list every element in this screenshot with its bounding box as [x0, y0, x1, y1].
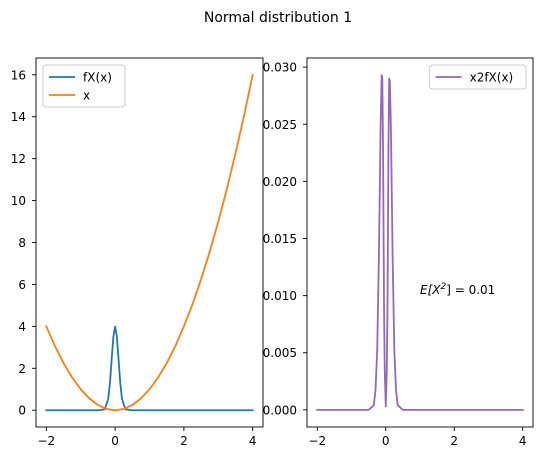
y-tick-label: 2: [18, 362, 26, 376]
x-tick-label: 0: [111, 434, 119, 448]
legend-label: x2fX(x): [470, 71, 514, 85]
expectation-annotation: E[X2] = 0.01: [420, 282, 495, 297]
x-tick-label: 2: [450, 434, 458, 448]
y-tick-label: 12: [11, 152, 26, 166]
y-tick-label: 8: [18, 236, 26, 250]
series-line-1-2: [45, 73, 254, 412]
x-tick-label: −2: [308, 434, 326, 448]
y-tick-label: 0.025: [263, 118, 297, 132]
y-tick-label: 14: [11, 110, 26, 124]
legend-label: fX(x): [83, 71, 112, 85]
left-axes: −2 0 2 4 0 2 4 6 8 10 12 14 16 fX(x) x: [11, 57, 264, 448]
axes-frame-2: [306, 57, 534, 428]
y-tick-label: 0.020: [263, 175, 297, 189]
y-tick-label: 16: [11, 68, 26, 82]
y-tick-label: 0: [18, 404, 26, 418]
x-tick-label: 4: [249, 434, 257, 448]
legend-box-2: [429, 64, 527, 90]
figure-title: Normal distribution 1: [204, 10, 352, 26]
x-tick-label: −2: [37, 434, 55, 448]
series-line-2-1: [316, 74, 524, 411]
legend-box-1: [42, 64, 126, 108]
series-line-1-1: [45, 325, 254, 412]
y-tick-label: 0.030: [263, 61, 297, 75]
y-tick-label: 0.000: [263, 403, 297, 417]
x-tick-label: 0: [382, 434, 390, 448]
x-tick-label: 4: [519, 434, 527, 448]
legend-label: x: [83, 89, 90, 103]
y-tick-label: 6: [18, 278, 26, 292]
x-tick-label: 2: [180, 434, 188, 448]
y-tick-label: 0.015: [263, 232, 297, 246]
right-axes: −2 0 2 4 0.000 0.005 0.010 0.015 0.020 0.025 0.030…: [263, 57, 534, 448]
y-tick-label: 0.010: [263, 289, 297, 303]
y-tick-label: 4: [18, 320, 26, 334]
y-tick-label: 10: [11, 194, 26, 208]
y-tick-label: 0.005: [263, 346, 297, 360]
axes-frame-1: [35, 57, 264, 428]
